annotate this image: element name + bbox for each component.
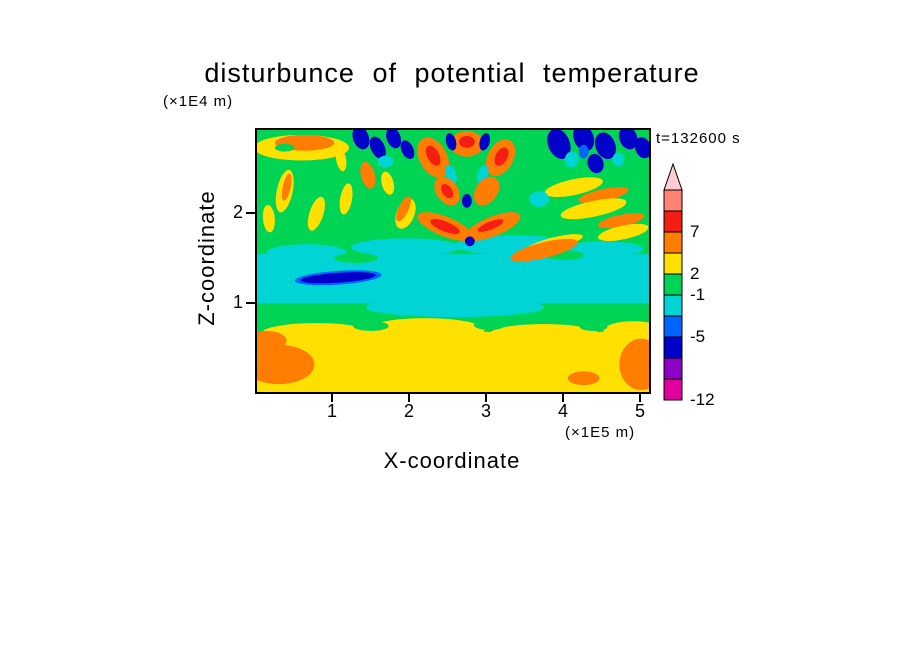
colorbar-segment [663,336,683,359]
x-tick-mark [639,394,641,402]
contour-blob [400,140,415,159]
y-tick-label: 2 [232,202,243,222]
x-tick-label: 2 [403,401,414,421]
z-axis-title: Z-coordinate [194,190,219,326]
contour-blob [440,184,454,199]
contour-blob [529,191,550,207]
contour-blob [365,297,545,318]
contour-blob [573,130,595,152]
contour-blob [619,338,649,391]
x-tick-mark [331,394,333,402]
contour-blob [274,143,295,152]
x-axis-title: X-coordinate [383,448,521,473]
contour-blob [578,187,629,203]
colorbar-tick-label: -1 [690,285,706,304]
contour-blob [261,323,371,343]
contour-blob [603,321,649,341]
contour-blob [560,198,627,220]
contour-blob [634,137,649,159]
contour-blob [445,133,457,151]
colorbar-segment [663,378,683,401]
contour-blob [612,152,625,167]
contour-blob [587,153,604,174]
contour-blob [425,145,441,166]
z-axis-unit-label: (×1E4 m) [163,93,234,110]
x-axis-unit-label: (×1E5 m) [565,424,636,441]
x-tick-label: 4 [557,401,568,421]
contour-blob [369,136,386,159]
contour-blob [352,130,370,150]
contour-blob [567,371,600,386]
colorbar-tick-label: -5 [690,327,706,346]
contour-blob [473,176,500,206]
contour-blob [564,151,579,168]
contour-blob [386,130,402,149]
colorbar-segment [663,315,683,338]
contour-blob [598,223,649,242]
contour-blob [458,135,475,148]
contour-blob [335,147,347,172]
contour-blob [510,238,578,262]
x-tick-label: 5 [634,401,645,421]
colorbar [663,163,683,401]
contour-blob [334,253,378,263]
colorbar-segment [663,357,683,380]
contour-blob [262,204,275,233]
contour-blob [257,344,315,385]
contour-blob [377,155,394,168]
contour-blob [489,324,599,344]
contour-blob [365,318,485,342]
contour-blob [579,323,608,331]
colorbar-segment [663,189,683,212]
y-tick-mark [246,302,255,304]
page-title: disturbunce of potential temperature [204,58,700,88]
contour-blob [618,130,638,150]
contour-blob [381,171,395,195]
contour-blob [563,241,644,258]
y-tick-label: 1 [232,292,243,312]
contour-blob [307,196,325,231]
contour-blob [257,330,287,351]
contour-blob [544,177,603,197]
contour-blob [578,144,589,159]
colorbar-segment [663,294,683,317]
contour-blob [477,219,504,232]
x-tick-mark [408,394,410,402]
x-tick-label: 3 [480,401,491,421]
x-tick-mark [485,394,487,402]
contour-blob [281,173,292,201]
contour-blob [351,238,460,257]
contour-blob [339,183,353,215]
contour-blob [464,236,475,247]
contour-blob [266,244,347,261]
colorbar-tick-label: -12 [690,390,715,409]
colorbar-segment [663,273,683,296]
colorbar-tick-label: 2 [690,264,700,283]
contour-blob [461,194,472,208]
contour-blob [396,196,411,222]
plot-frame [255,128,651,394]
x-tick-label: 1 [326,401,337,421]
contour-blob [360,161,376,189]
colorbar-segment [663,252,683,275]
x-tick-mark [562,394,564,402]
contour-blob [594,132,616,160]
colorbar-segment [663,210,683,233]
colorbar-segment [663,231,683,254]
contour-blob [430,219,460,234]
contour-blob [598,213,645,229]
time-label: t=132600 s [656,130,741,147]
colorbar-arrow-tip [663,163,683,191]
contour-blob [494,147,509,166]
contour-blob [473,320,506,330]
contour-blob [300,272,376,284]
contour-blob [547,130,571,159]
y-tick-mark [246,212,255,214]
contour-blob [353,321,389,331]
contour-blob [479,133,490,151]
colorbar-tick-label: 7 [690,222,700,241]
contour-field [257,130,649,392]
